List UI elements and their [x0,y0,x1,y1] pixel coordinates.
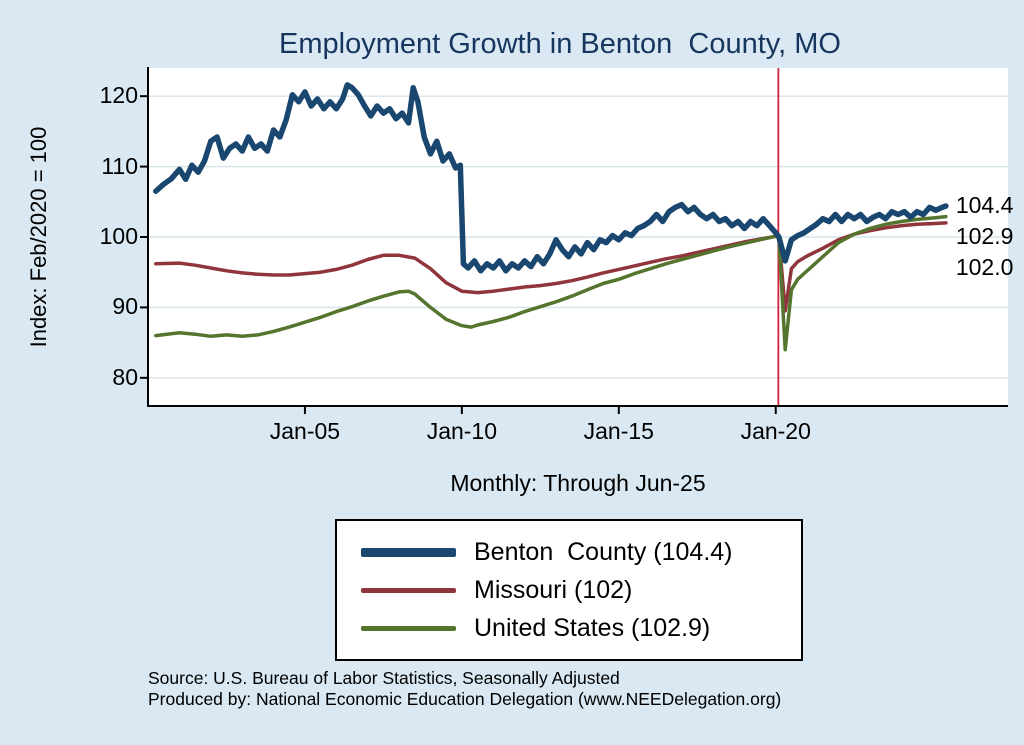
end-value-label: 104.4 [955,192,1014,219]
x-tick-label: Jan-10 [426,418,498,444]
legend-label: Missouri (102) [474,575,633,604]
y-tick-label: 110 [101,152,138,179]
legend-row: United States (102.9) [361,609,801,647]
chart-subtitle: Monthly: Through Jun-25 [450,470,706,496]
legend-row: Benton County (104.4) [361,533,801,571]
legend-label: Benton County (104.4) [474,537,733,566]
y-tick-label: 90 [112,293,138,320]
y-tick-label: 100 [99,223,138,249]
source-line: Source: U.S. Bureau of Labor Statistics,… [148,668,620,688]
x-tick-label: Jan-15 [583,418,654,444]
legend-row: Missouri (102) [361,571,801,609]
series-line-united-states [154,214,948,352]
legend-box: Benton County (104.4) Missouri (102) Unite… [335,519,803,661]
series-line-benton-county [153,82,949,274]
y-tick-label: 120 [99,82,138,109]
legend-swatch-missouri [361,587,456,593]
legend-swatch-united-states [361,625,456,631]
end-value-label: 102.9 [955,223,1014,250]
x-tick-label: Jan-20 [740,418,811,444]
legend-label: United States (102.9) [474,613,711,642]
y-tick-label: 80 [112,363,138,390]
legend-swatch-benton-county [361,547,456,557]
series-line-missouri [154,221,948,313]
produced-by-line: Produced by: National Economic Education… [148,689,782,709]
end-value-label: 102.0 [955,254,1014,281]
chart-title: Employment Growth in Benton County, MO [279,28,841,60]
x-tick-label: Jan-05 [269,418,341,444]
